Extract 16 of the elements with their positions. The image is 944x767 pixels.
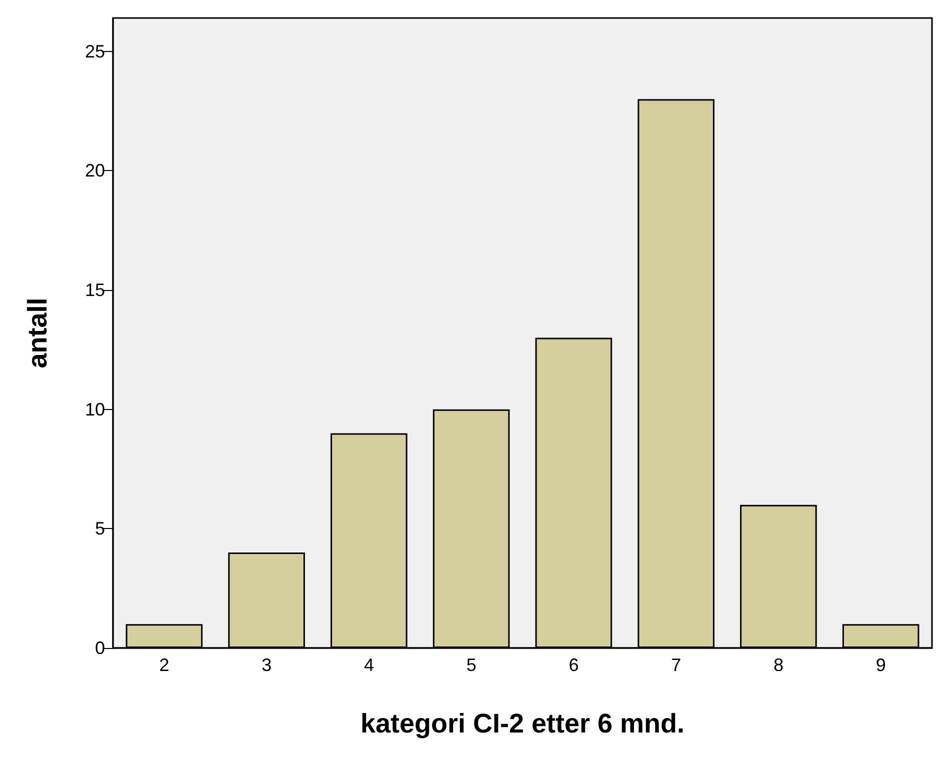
x-tick-label: 3 <box>262 655 272 675</box>
y-tick-label: 10 <box>84 399 105 420</box>
y-tick-label: 20 <box>84 160 105 181</box>
y-tick-label: 25 <box>84 41 105 62</box>
y-tick-label: 5 <box>94 518 105 539</box>
x-tick-label: 6 <box>568 655 579 675</box>
x-axis-title: kategori CI-2 etter 6 mnd. <box>360 708 685 738</box>
y-axis-title: antall <box>22 298 52 368</box>
y-tick-label: 0 <box>94 638 105 658</box>
x-tick-label: 7 <box>671 655 682 675</box>
x-tick-label: 9 <box>876 655 886 675</box>
y-tick-label: 15 <box>84 280 105 300</box>
x-tick-label: 4 <box>364 655 374 675</box>
x-tick-label: 2 <box>159 655 170 675</box>
x-tick-label: 5 <box>466 655 476 675</box>
x-tick-label: 8 <box>773 655 784 675</box>
